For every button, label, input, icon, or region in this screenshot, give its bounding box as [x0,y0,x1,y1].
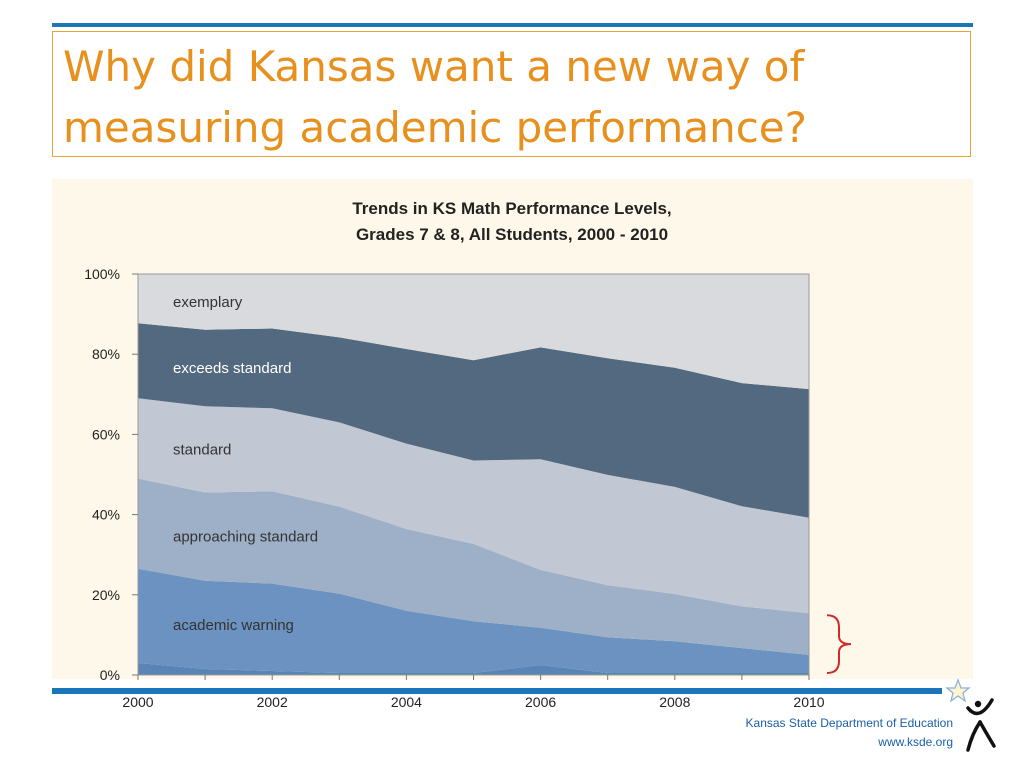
chart-title-line-2: Grades 7 & 8, All Students, 2000 - 2010 [356,225,668,244]
stacked-area-chart: Trends in KS Math Performance Levels, Gra… [84,199,852,710]
top-rule [52,23,973,27]
chart-panel: Trends in KS Math Performance Levels, Gra… [52,179,973,710]
y-tick-label: 0% [100,667,120,683]
x-tick-label: 2008 [659,694,690,710]
x-tick-label: 2000 [122,694,153,710]
bottom-rule [52,688,942,694]
series-label: exceeds standard [173,360,291,377]
red-bracket [826,614,852,674]
y-tick-label: 100% [84,266,120,282]
area-band-0 [138,663,809,675]
title-line-2: measuring academic performance? [63,103,807,152]
series-label: standard [173,441,231,458]
area-band-4 [138,323,809,518]
area-band-3 [138,398,809,614]
area-band-5 [138,274,809,390]
y-tick-label: 20% [92,587,120,603]
y-tick-label: 40% [92,507,120,523]
slide-title: Why did Kansas want a new way of measuri… [63,36,807,158]
chart-title-line-1: Trends in KS Math Performance Levels, [352,199,671,218]
title-line-1: Why did Kansas want a new way of [63,42,805,91]
y-tick-label: 60% [92,426,120,442]
series-label: exemplary [173,294,243,311]
footer-url: www.ksde.org [878,735,953,749]
area-band-1 [138,568,809,673]
ksde-star-figure-icon [945,678,996,752]
footer: Kansas State Department of Education www… [746,714,953,752]
title-box: Why did Kansas want a new way of measuri… [52,31,971,157]
x-tick-label: 2006 [525,694,556,710]
y-tick-label: 80% [92,346,120,362]
series-label: academic warning [173,617,294,634]
area-band-2 [138,478,809,655]
x-tick-label: 2004 [391,694,422,710]
x-tick-label: 2010 [793,694,824,710]
series-label: approaching standard [173,529,318,546]
footer-org: Kansas State Department of Education [745,716,953,730]
x-tick-label: 2002 [257,694,288,710]
